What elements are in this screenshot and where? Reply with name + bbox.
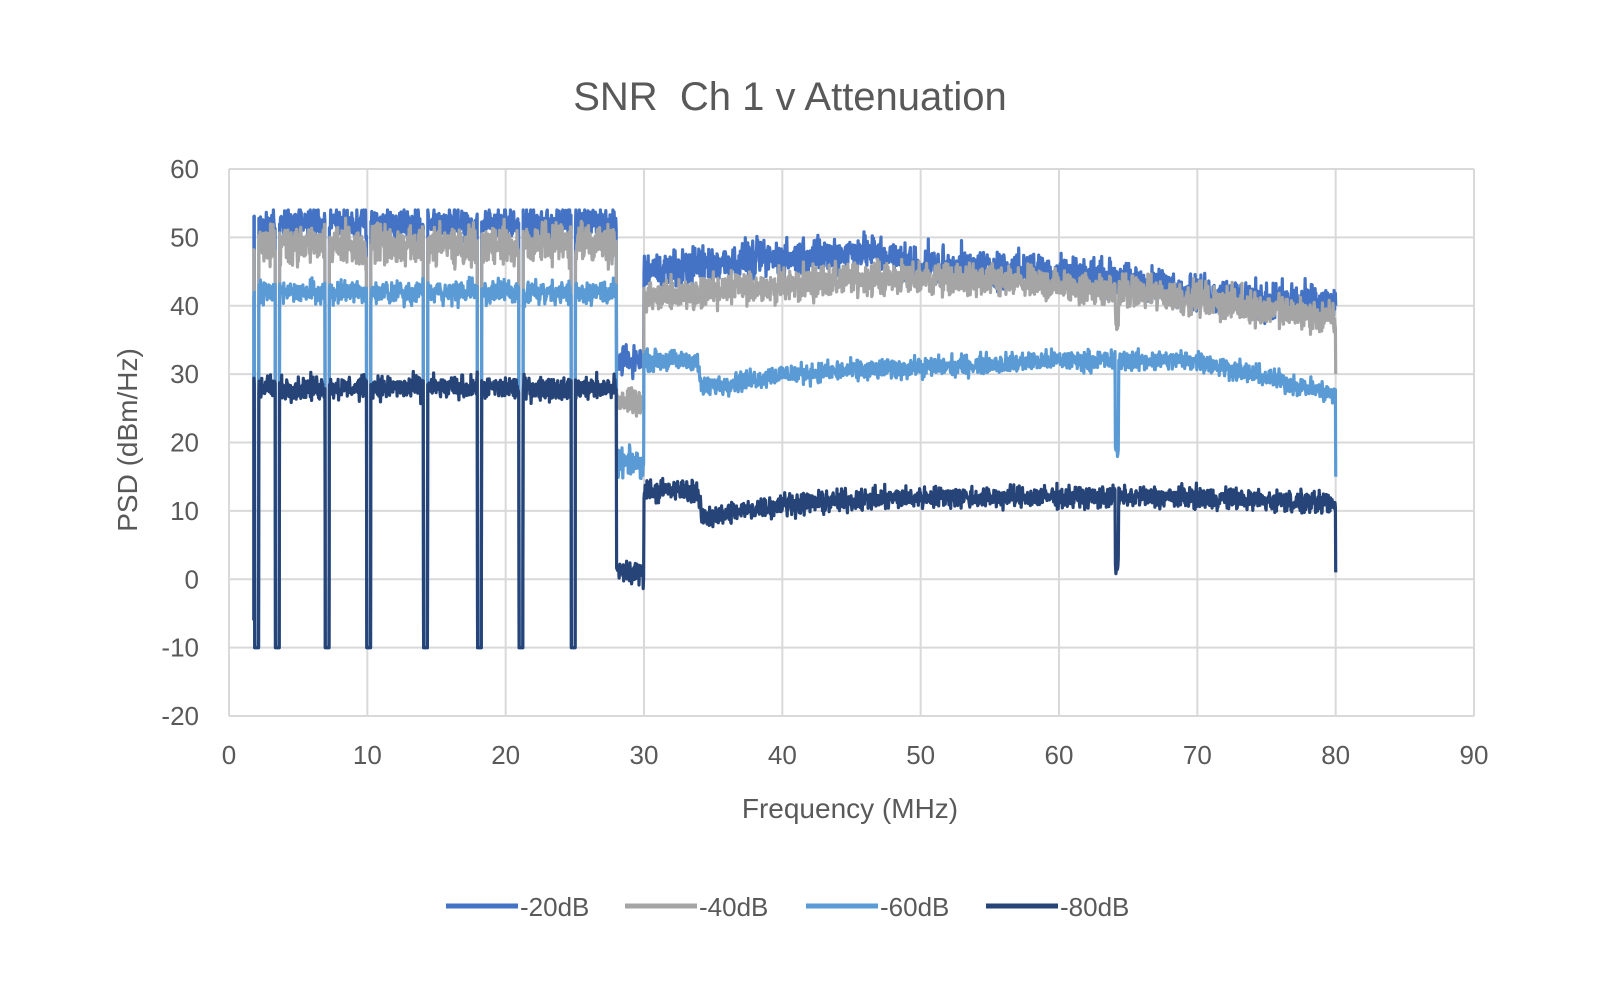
series-line-minus-60dB: [252, 275, 1338, 650]
legend-label: -20dB: [520, 892, 589, 922]
series-line-minus-80dB: [252, 369, 1338, 650]
x-tick-label: 20: [491, 740, 520, 770]
x-tick-label: 0: [222, 740, 236, 770]
y-tick-label: 30: [170, 359, 199, 389]
y-tick-label: 60: [170, 154, 199, 184]
x-tick-label: 80: [1321, 740, 1350, 770]
x-axis-label: Frequency (MHz): [742, 793, 958, 824]
x-tick-label: 90: [1460, 740, 1489, 770]
x-tick-label: 60: [1045, 740, 1074, 770]
x-tick-label: 70: [1183, 740, 1212, 770]
y-tick-label: -20: [161, 701, 199, 731]
legend-label: -40dB: [699, 892, 768, 922]
series-lines: [252, 208, 1338, 650]
y-tick-label: 0: [185, 564, 199, 594]
x-tick-label: 40: [768, 740, 797, 770]
y-tick-label: -10: [161, 633, 199, 663]
y-tick-label: 20: [170, 428, 199, 458]
x-tick-label: 30: [630, 740, 659, 770]
series-line-minus-40dB: [252, 216, 1338, 650]
y-tick-label: 40: [170, 291, 199, 321]
y-tick-label: 10: [170, 496, 199, 526]
y-axis-ticks: -20 -10 0 10 20 30 40 50 60: [161, 154, 199, 731]
legend: -20dB -40dB -60dB -80dB: [446, 892, 1129, 922]
x-axis-ticks: 0 10 20 30 40 50 60 70 80 90: [222, 740, 1489, 770]
x-tick-label: 50: [906, 740, 935, 770]
y-tick-label: 50: [170, 222, 199, 252]
legend-label: -60dB: [880, 892, 949, 922]
y-axis-label: PSD (dBm/Hz): [112, 348, 143, 532]
chart-title: SNR Ch 1 v Attenuation: [573, 75, 1007, 119]
legend-label: -80dB: [1060, 892, 1129, 922]
x-tick-label: 10: [353, 740, 382, 770]
